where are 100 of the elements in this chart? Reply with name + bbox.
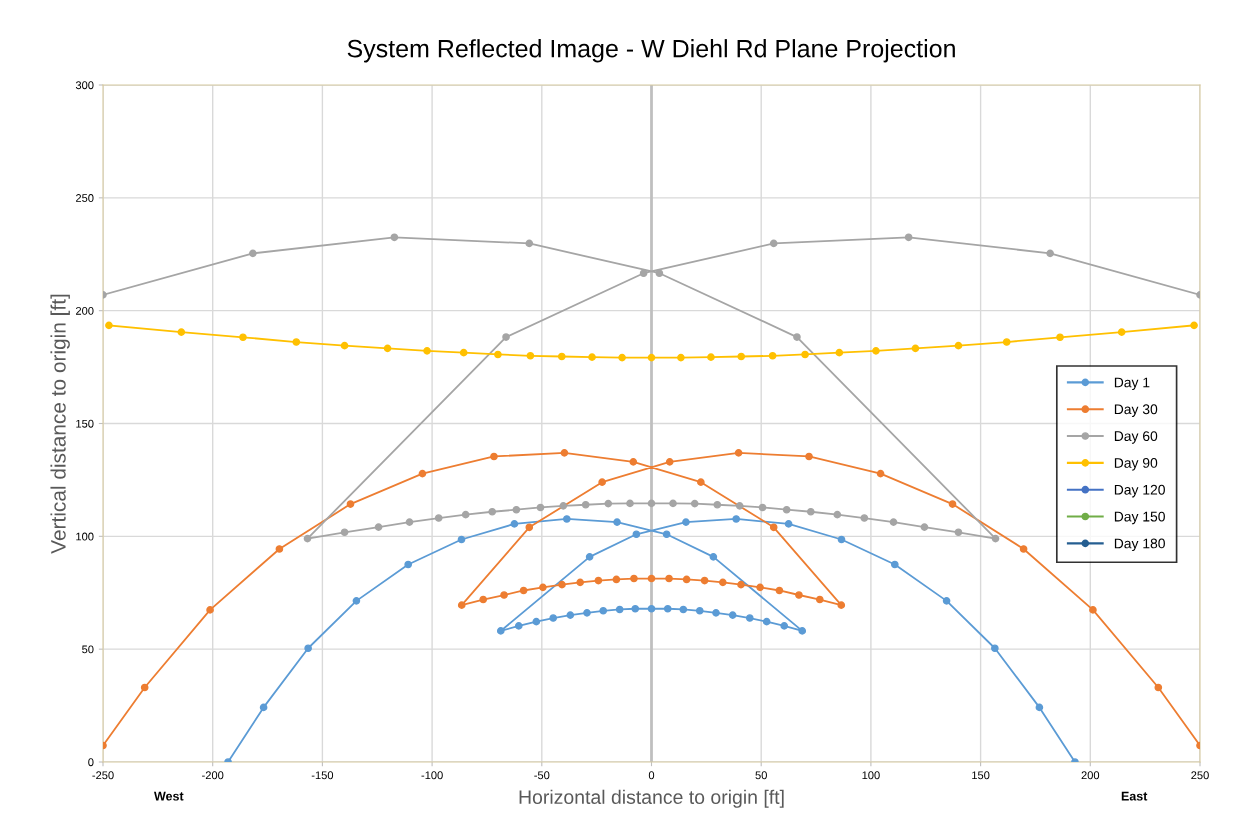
x-axis-title: Horizontal distance to origin [ft] bbox=[519, 789, 784, 808]
point bbox=[860, 514, 869, 522]
point bbox=[494, 350, 502, 359]
point bbox=[1190, 321, 1198, 330]
point bbox=[713, 500, 722, 509]
point bbox=[805, 452, 813, 461]
point bbox=[557, 352, 566, 361]
point bbox=[647, 574, 656, 583]
point bbox=[954, 341, 963, 350]
x-tick-label: 200 bbox=[1081, 771, 1100, 780]
point bbox=[695, 606, 704, 615]
point bbox=[604, 499, 613, 508]
point bbox=[599, 606, 608, 615]
chart-title: System Reflected Image - W Diehl Rd Plane Projection bbox=[347, 39, 955, 63]
point bbox=[275, 545, 284, 553]
point bbox=[718, 578, 727, 587]
point bbox=[697, 478, 705, 486]
point bbox=[700, 576, 709, 585]
point bbox=[249, 249, 257, 258]
point bbox=[405, 518, 414, 526]
point bbox=[594, 576, 603, 585]
point bbox=[758, 503, 767, 512]
y-tick-label: 0 bbox=[88, 758, 94, 767]
point bbox=[1089, 606, 1097, 614]
point bbox=[519, 586, 528, 595]
point bbox=[793, 333, 801, 341]
point bbox=[418, 469, 427, 478]
y-tick-label: 200 bbox=[75, 306, 94, 315]
point bbox=[837, 535, 846, 544]
point bbox=[735, 502, 744, 510]
point bbox=[525, 523, 534, 532]
point bbox=[457, 601, 466, 609]
point bbox=[665, 574, 673, 583]
point bbox=[585, 553, 594, 561]
x-tick-label: -50 bbox=[534, 771, 550, 780]
point bbox=[502, 333, 510, 341]
point bbox=[801, 350, 809, 359]
point bbox=[890, 560, 899, 569]
point bbox=[496, 627, 505, 635]
point bbox=[768, 351, 777, 360]
point bbox=[461, 510, 470, 519]
point bbox=[629, 458, 638, 466]
point bbox=[512, 505, 521, 514]
point bbox=[707, 353, 715, 361]
point bbox=[525, 239, 534, 248]
point bbox=[679, 605, 688, 614]
point bbox=[647, 604, 656, 613]
point bbox=[1154, 683, 1163, 692]
point bbox=[500, 591, 508, 599]
point bbox=[1019, 545, 1028, 553]
point bbox=[833, 510, 842, 519]
x-tick-label: -100 bbox=[421, 771, 443, 780]
point bbox=[655, 269, 664, 278]
point bbox=[1035, 703, 1044, 712]
text: East bbox=[1121, 791, 1148, 801]
point bbox=[581, 500, 590, 509]
point bbox=[948, 500, 957, 508]
point bbox=[459, 348, 468, 357]
y-tick-label: 100 bbox=[76, 532, 94, 541]
point bbox=[374, 523, 383, 531]
point bbox=[532, 617, 541, 626]
point bbox=[346, 500, 355, 508]
legend-label: Day 150 bbox=[1114, 511, 1165, 525]
point bbox=[782, 505, 791, 514]
y-tick-label: 300 bbox=[75, 81, 94, 90]
point bbox=[588, 353, 596, 361]
point bbox=[647, 353, 656, 362]
point bbox=[558, 580, 566, 589]
point bbox=[618, 353, 626, 362]
point bbox=[560, 449, 569, 457]
point bbox=[756, 583, 764, 592]
legend-label: Day 60 bbox=[1114, 431, 1158, 444]
point bbox=[539, 583, 547, 592]
legend-label: Day 90 bbox=[1114, 458, 1158, 471]
point bbox=[304, 644, 312, 653]
point bbox=[559, 502, 568, 510]
point bbox=[140, 683, 149, 692]
point bbox=[352, 597, 361, 605]
point bbox=[798, 627, 807, 635]
point bbox=[488, 507, 497, 516]
point bbox=[815, 595, 824, 604]
point bbox=[457, 535, 466, 544]
point bbox=[612, 575, 621, 584]
point bbox=[784, 520, 793, 528]
point bbox=[259, 703, 268, 712]
point bbox=[835, 348, 844, 357]
point bbox=[690, 499, 699, 508]
point bbox=[734, 449, 743, 457]
point bbox=[709, 553, 718, 561]
point bbox=[728, 611, 737, 619]
point bbox=[206, 606, 214, 614]
legend-label: Day 1 bbox=[1114, 377, 1150, 391]
point bbox=[876, 469, 885, 478]
point bbox=[677, 353, 685, 362]
point bbox=[490, 452, 498, 461]
point bbox=[292, 338, 301, 346]
point bbox=[872, 347, 880, 355]
point bbox=[434, 514, 443, 522]
point bbox=[632, 530, 641, 539]
legend-label: Day 30 bbox=[1114, 404, 1158, 417]
